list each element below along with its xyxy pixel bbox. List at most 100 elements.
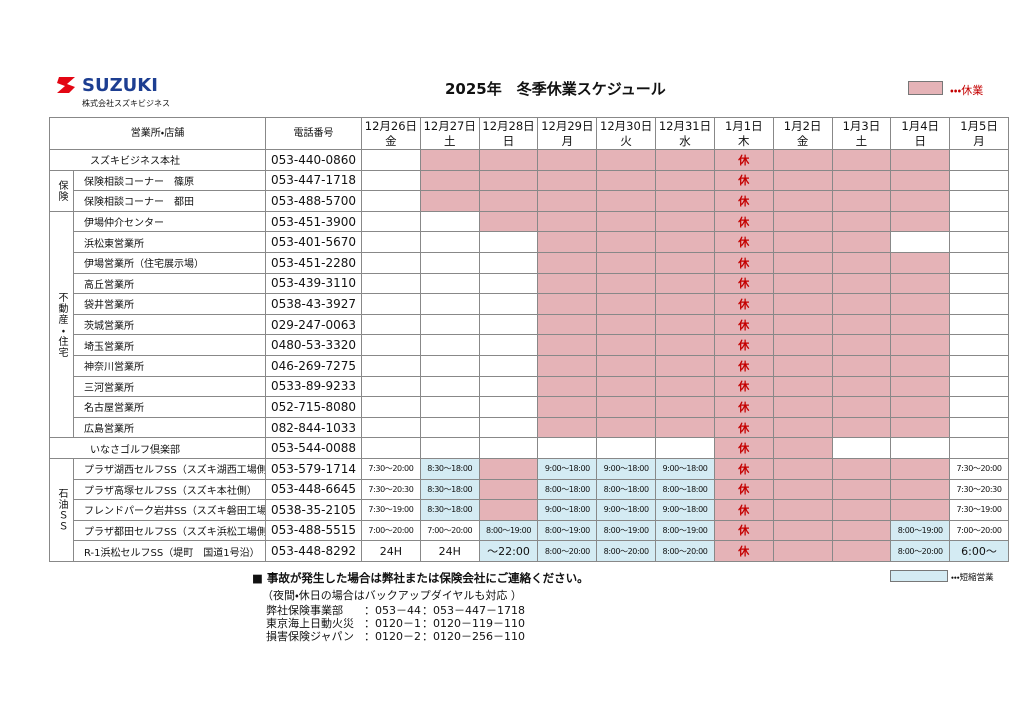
row: R-1浜松セルフSS（堤町 国道1号沿） 053-448-8292 24H 24H 〜2… bbox=[50, 540, 1009, 562]
schedule-cell bbox=[890, 499, 951, 521]
schedule-cell bbox=[419, 354, 480, 377]
row: スズキビジネス本社 053-440-0860 休 bbox=[49, 149, 1009, 171]
contact-backup: ：0120－256－110 bbox=[422, 630, 525, 643]
schedule-cell bbox=[655, 251, 715, 274]
schedule-cell bbox=[419, 437, 480, 459]
schedule-cell bbox=[537, 272, 598, 295]
schedule-text: 9:00〜18:00 bbox=[655, 457, 715, 480]
office-name: 浜松東営業所 bbox=[73, 231, 266, 253]
schedule-cell bbox=[831, 396, 892, 418]
schedule-text: 〜22:00 bbox=[478, 540, 539, 562]
contact-phone: ：0120－2 bbox=[364, 630, 421, 643]
row: 埼玉営業所 0480-53-3320 休 bbox=[50, 334, 1009, 356]
group-label: 石油ＳＳ bbox=[49, 457, 74, 562]
contact-name: 弊社保険事業部 bbox=[266, 604, 343, 617]
office-name: スズキビジネス本社 bbox=[49, 149, 266, 171]
header-date: 1月1日 bbox=[713, 117, 774, 134]
office-name: 茨城営業所 bbox=[73, 313, 266, 336]
schedule-cell bbox=[419, 169, 480, 192]
schedule-cell bbox=[949, 231, 1009, 253]
schedule-cell bbox=[596, 313, 657, 336]
schedule-cell bbox=[655, 437, 715, 459]
schedule-cell bbox=[949, 396, 1009, 418]
schedule-cell bbox=[478, 231, 539, 253]
schedule-cell bbox=[537, 169, 598, 192]
schedule-cell bbox=[361, 190, 421, 212]
schedule-cell bbox=[478, 396, 539, 418]
contact-backup: ：053－447－1718 bbox=[422, 604, 525, 617]
schedule-cell bbox=[478, 169, 539, 192]
schedule-cell bbox=[478, 437, 539, 459]
header-date: 12月28日 bbox=[478, 117, 539, 134]
schedule-cell bbox=[655, 293, 715, 315]
schedule-text: 7:00〜20:00 bbox=[419, 519, 480, 542]
schedule-cell bbox=[361, 375, 421, 398]
schedule-cell bbox=[831, 437, 892, 459]
schedule-cell bbox=[478, 478, 539, 501]
schedule-cell bbox=[596, 334, 657, 356]
schedule-cell bbox=[949, 190, 1009, 212]
schedule-text: 8:00〜19:00 bbox=[537, 519, 598, 542]
schedule-text: 8:00〜19:00 bbox=[596, 519, 657, 542]
schedule-cell bbox=[419, 190, 480, 212]
schedule-text: 24H bbox=[361, 540, 421, 562]
schedule-cell bbox=[831, 416, 892, 439]
schedule-cell bbox=[596, 272, 657, 295]
schedule-cell bbox=[890, 169, 951, 192]
schedule-cell bbox=[890, 149, 951, 171]
schedule-cell bbox=[831, 272, 892, 295]
schedule-text: 7:30〜19:00 bbox=[361, 499, 421, 521]
schedule-cell bbox=[596, 149, 657, 171]
schedule-cell bbox=[537, 210, 598, 233]
schedule-cell bbox=[890, 478, 951, 501]
office-name: 保険相談コーナー 都田 bbox=[73, 190, 266, 212]
schedule-text: 休 bbox=[713, 231, 774, 253]
row: 高丘営業所 053-439-3110 休 bbox=[50, 272, 1009, 295]
schedule-text: 24H bbox=[419, 540, 480, 562]
schedule-text: 8:00〜20:00 bbox=[890, 540, 951, 562]
schedule-cell bbox=[537, 334, 598, 356]
schedule-text: 休 bbox=[713, 540, 774, 562]
schedule-cell bbox=[419, 272, 480, 295]
header-date: 1月4日 bbox=[890, 117, 951, 134]
phone: 0480-53-3320 bbox=[265, 334, 362, 356]
schedule-cell bbox=[772, 313, 833, 336]
schedule-text: 休 bbox=[713, 190, 774, 212]
schedule-cell bbox=[890, 416, 951, 439]
office-name: いなさゴルフ倶楽部 bbox=[49, 437, 266, 459]
logo: SUZUKI bbox=[82, 75, 158, 96]
schedule-cell bbox=[655, 149, 715, 171]
schedule-cell bbox=[478, 272, 539, 295]
schedule-text: 9:00〜18:00 bbox=[596, 457, 657, 480]
notice: ■ 事故が発生した場合は弊社または保険会社にご連絡ください。 bbox=[252, 571, 589, 585]
schedule-cell bbox=[655, 313, 715, 336]
contact-name: 東京海上日動火災 bbox=[266, 617, 354, 630]
schedule-text: 9:00〜18:00 bbox=[655, 499, 715, 521]
schedule-cell bbox=[772, 272, 833, 295]
schedule-text: 8:00〜19:00 bbox=[478, 519, 539, 542]
schedule-cell bbox=[949, 293, 1009, 315]
schedule-cell bbox=[361, 354, 421, 377]
contacts: 弊社保険事業部 ：053－44 ：053－447－1718 東京海上日動火災 ：0120… bbox=[266, 604, 525, 643]
phone: 053-451-2280 bbox=[265, 251, 362, 274]
schedule-cell bbox=[772, 169, 833, 192]
schedule-cell bbox=[890, 251, 951, 274]
schedule-text: 休 bbox=[713, 499, 774, 521]
contact-phone: ：053－44 bbox=[364, 604, 421, 617]
schedule-cell bbox=[890, 396, 951, 418]
office-name: プラザ湖西セルフSS（スズキ湖西工場側） bbox=[73, 457, 266, 480]
phone: 053-448-8292 bbox=[265, 540, 362, 562]
schedule-text: 休 bbox=[713, 457, 774, 480]
office-name: 三河営業所 bbox=[73, 375, 266, 398]
office-name: 伊場営業所（住宅展示場） bbox=[73, 251, 266, 274]
schedule-cell bbox=[890, 210, 951, 233]
schedule-cell bbox=[361, 313, 421, 336]
schedule-cell bbox=[478, 313, 539, 336]
schedule-cell bbox=[831, 190, 892, 212]
schedule-cell bbox=[772, 149, 833, 171]
contact-line: 弊社保険事業部 ：053－44 ：053－447－1718 bbox=[266, 604, 525, 617]
schedule-text: 7:30〜20:30 bbox=[361, 478, 421, 501]
schedule-cell bbox=[478, 457, 539, 480]
schedule-cell bbox=[772, 478, 833, 501]
row: いなさゴルフ倶楽部 053-544-0088 休 bbox=[49, 437, 1009, 459]
